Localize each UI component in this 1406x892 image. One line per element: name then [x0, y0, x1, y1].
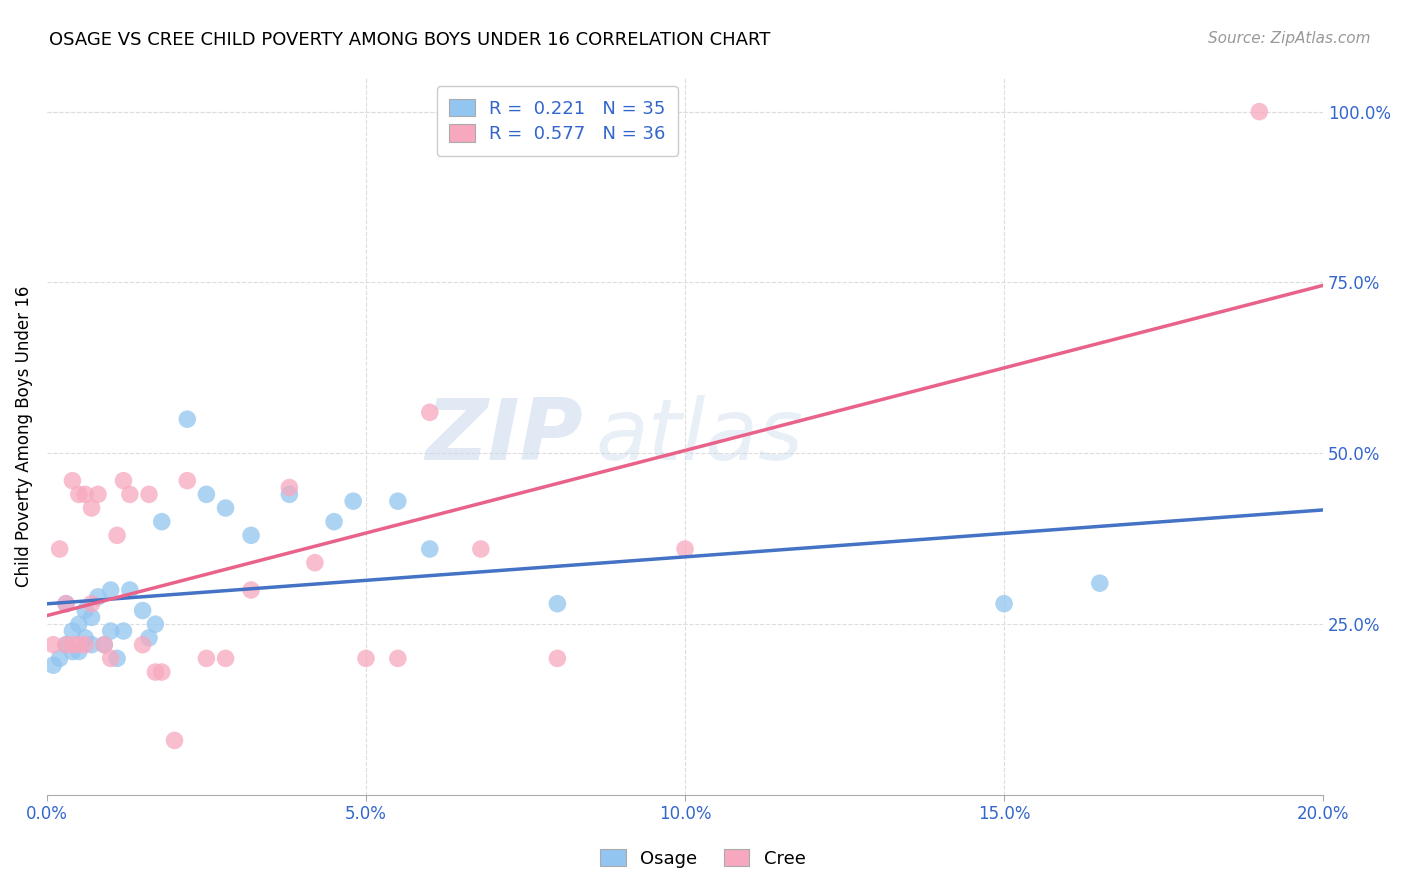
- Point: [354, 651, 377, 665]
- Point: [195, 487, 218, 501]
- Point: [93, 638, 115, 652]
- Text: ZIP: ZIP: [425, 395, 583, 478]
- Point: [105, 528, 128, 542]
- Point: [673, 541, 696, 556]
- Point: [42, 658, 65, 673]
- Point: [240, 582, 263, 597]
- Point: [470, 541, 492, 556]
- Text: OSAGE VS CREE CHILD POVERTY AMONG BOYS UNDER 16 CORRELATION CHART: OSAGE VS CREE CHILD POVERTY AMONG BOYS U…: [49, 31, 770, 49]
- Point: [112, 624, 135, 638]
- Point: [214, 651, 236, 665]
- Point: [67, 638, 90, 652]
- Point: [93, 638, 115, 652]
- Point: [176, 474, 198, 488]
- Point: [55, 597, 77, 611]
- Point: [278, 487, 301, 501]
- Legend: R =  0.221   N = 35, R =  0.577   N = 36: R = 0.221 N = 35, R = 0.577 N = 36: [437, 87, 678, 156]
- Point: [55, 597, 77, 611]
- Point: [75, 603, 97, 617]
- Point: [993, 597, 1015, 611]
- Point: [145, 665, 167, 679]
- Point: [87, 487, 110, 501]
- Point: [67, 617, 90, 632]
- Point: [304, 556, 326, 570]
- Point: [419, 541, 441, 556]
- Point: [75, 487, 97, 501]
- Point: [55, 638, 77, 652]
- Point: [131, 603, 153, 617]
- Point: [100, 624, 122, 638]
- Point: [55, 638, 77, 652]
- Point: [42, 638, 65, 652]
- Point: [118, 582, 141, 597]
- Y-axis label: Child Poverty Among Boys Under 16: Child Poverty Among Boys Under 16: [15, 285, 32, 587]
- Point: [118, 487, 141, 501]
- Point: [100, 651, 122, 665]
- Point: [131, 638, 153, 652]
- Text: atlas: atlas: [596, 395, 804, 478]
- Point: [80, 501, 103, 516]
- Point: [240, 528, 263, 542]
- Point: [48, 541, 70, 556]
- Point: [62, 638, 84, 652]
- Point: [75, 631, 97, 645]
- Point: [387, 494, 409, 508]
- Point: [163, 733, 186, 747]
- Text: Source: ZipAtlas.com: Source: ZipAtlas.com: [1208, 31, 1371, 46]
- Point: [342, 494, 364, 508]
- Point: [80, 638, 103, 652]
- Point: [87, 590, 110, 604]
- Point: [195, 651, 218, 665]
- Point: [62, 644, 84, 658]
- Point: [1249, 104, 1271, 119]
- Point: [80, 610, 103, 624]
- Point: [62, 474, 84, 488]
- Point: [1088, 576, 1111, 591]
- Point: [100, 582, 122, 597]
- Point: [387, 651, 409, 665]
- Point: [138, 631, 160, 645]
- Point: [75, 638, 97, 652]
- Legend: Osage, Cree: Osage, Cree: [589, 838, 817, 879]
- Point: [112, 474, 135, 488]
- Point: [48, 651, 70, 665]
- Point: [150, 515, 173, 529]
- Point: [214, 501, 236, 516]
- Point: [67, 487, 90, 501]
- Point: [278, 481, 301, 495]
- Point: [67, 644, 90, 658]
- Point: [145, 617, 167, 632]
- Point: [176, 412, 198, 426]
- Point: [419, 405, 441, 419]
- Point: [62, 624, 84, 638]
- Point: [546, 597, 568, 611]
- Point: [323, 515, 346, 529]
- Point: [138, 487, 160, 501]
- Point: [105, 651, 128, 665]
- Point: [150, 665, 173, 679]
- Point: [546, 651, 568, 665]
- Point: [80, 597, 103, 611]
